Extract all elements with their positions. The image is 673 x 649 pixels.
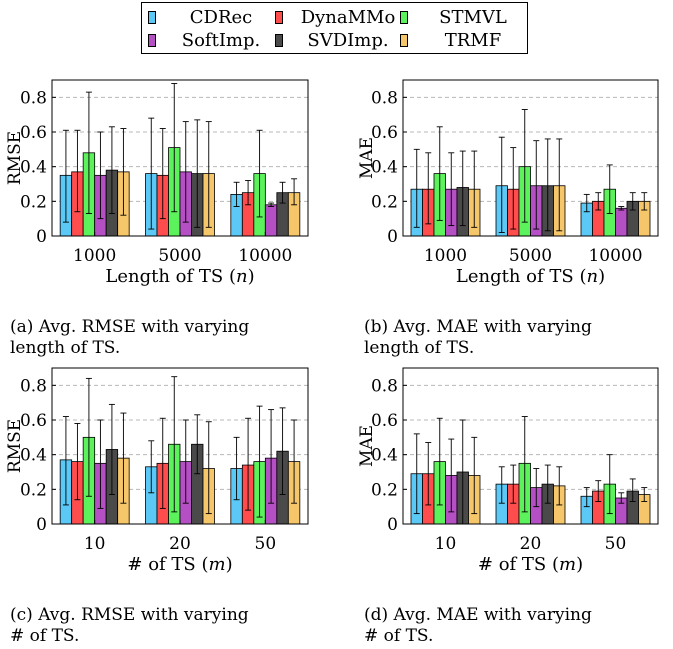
legend-item: DynaMMo xyxy=(275,6,407,28)
x-tick-label: 1000 xyxy=(424,246,467,266)
y-tick-label: 0.6 xyxy=(371,123,398,143)
plot-frame xyxy=(51,367,309,525)
y-tick-label: 0.6 xyxy=(20,411,47,431)
caption-line: (c) Avg. RMSE with varying xyxy=(10,605,249,625)
caption-line: (b) Avg. MAE with varying xyxy=(364,317,592,337)
y-tick-label: 0.4 xyxy=(20,446,47,466)
x-axis-label: Length of TS (n) xyxy=(456,266,605,287)
y-tick-label: 0.4 xyxy=(371,158,398,178)
y-tick-label: 0.8 xyxy=(371,376,398,396)
y-tick-label: 0.2 xyxy=(20,480,47,500)
legend-item: STMVL xyxy=(400,6,532,28)
legend-item: TRMF xyxy=(400,29,532,51)
x-tick-label: 5000 xyxy=(158,246,201,266)
x-tick-label: 10 xyxy=(84,534,106,554)
x-tick-label: 50 xyxy=(255,534,277,554)
x-tick-label: 5000 xyxy=(509,246,552,266)
caption-line: # of TS. xyxy=(364,626,434,646)
y-axis-label: RMSE xyxy=(5,131,25,185)
caption-b: (b) Avg. MAE with varying length of TS. xyxy=(364,317,664,359)
x-axis-label: Length of TS (n) xyxy=(105,266,254,287)
bar xyxy=(615,207,628,237)
legend-label: DynaMMo xyxy=(300,6,396,28)
y-axis-label: RMSE xyxy=(5,419,25,473)
x-tick-label: 1000 xyxy=(73,246,116,266)
legend-swatch-trmf xyxy=(400,33,408,47)
chart-panel-c: 0 0.2 0.4 0.6 0.8 10 20 50 RMSE # of TS (m) xyxy=(5,367,309,575)
x-tick-label: 50 xyxy=(605,534,627,554)
legend-label: SoftImp. xyxy=(181,29,261,51)
x-tick-label: 20 xyxy=(169,534,191,554)
legend: CDRec DynaMMo STMVL SoftImp. SVDImp. TRM… xyxy=(141,2,528,54)
x-axis-label: # of TS (m) xyxy=(478,554,583,575)
y-tick-label: 0.8 xyxy=(20,88,47,108)
x-tick-label: 10000 xyxy=(238,246,292,266)
y-tick-label: 0.2 xyxy=(371,480,398,500)
plot-frame xyxy=(402,79,659,237)
legend-swatch-dynammo xyxy=(275,10,283,24)
legend-swatch-cdrec xyxy=(148,10,156,24)
bar xyxy=(264,204,278,237)
y-axis-label: MAE xyxy=(357,137,377,179)
legend-swatch-stmvl xyxy=(400,10,408,24)
caption-line: (d) Avg. MAE with varying xyxy=(364,605,592,625)
caption-line: # of TS. xyxy=(10,626,80,646)
x-tick-label: 10 xyxy=(435,534,457,554)
x-tick-label: 20 xyxy=(520,534,542,554)
legend-label: CDRec xyxy=(189,6,253,28)
caption-c: (c) Avg. RMSE with varying # of TS. xyxy=(10,605,310,647)
caption-line: length of TS. xyxy=(364,338,475,358)
legend-swatch-softimp xyxy=(148,33,156,47)
caption-d: (d) Avg. MAE with varying # of TS. xyxy=(364,605,664,647)
legend-label: TRMF xyxy=(444,29,502,51)
legend-label: STMVL xyxy=(439,6,507,28)
y-tick-label: 0.2 xyxy=(371,192,398,212)
plot-frame xyxy=(402,367,659,525)
y-tick-label: 0.6 xyxy=(371,411,398,431)
legend-item: SoftImp. xyxy=(148,29,280,51)
caption-line: (a) Avg. RMSE with varying xyxy=(10,317,250,337)
y-tick-label: 0 xyxy=(387,227,398,247)
y-tick-label: 0.8 xyxy=(20,376,47,396)
legend-item: CDRec xyxy=(148,6,280,28)
caption-a: (a) Avg. RMSE with varying length of TS. xyxy=(10,317,310,359)
plot-frame xyxy=(51,79,309,237)
y-tick-label: 0.6 xyxy=(20,123,47,143)
y-tick-label: 0.2 xyxy=(20,192,47,212)
x-tick-label: 10000 xyxy=(588,246,642,266)
legend-swatch-svdimp xyxy=(275,33,283,47)
caption-line: length of TS. xyxy=(10,338,121,358)
chart-panel-d: 0 0.2 0.4 0.6 0.8 10 20 50 MAE # of TS (m) xyxy=(357,367,659,575)
chart-panel-b: 0 0.2 0.4 0.6 0.8 1000 5000 10000 MAE Length of T… xyxy=(357,79,659,287)
x-axis-label: # of TS (m) xyxy=(127,554,232,575)
y-axis-label: MAE xyxy=(357,425,377,467)
y-tick-label: 0.4 xyxy=(20,158,47,178)
y-tick-label: 0.4 xyxy=(371,446,398,466)
legend-label: SVDImp. xyxy=(307,29,389,51)
y-tick-label: 0 xyxy=(387,515,398,535)
chart-panel-a: 0 0.2 0.4 0.6 0.8 1000 5000 10000 RMSE Length of … xyxy=(5,79,309,287)
legend-item: SVDImp. xyxy=(275,29,407,51)
y-tick-label: 0.8 xyxy=(371,88,398,108)
y-tick-label: 0 xyxy=(36,227,47,247)
y-tick-label: 0 xyxy=(36,515,47,535)
